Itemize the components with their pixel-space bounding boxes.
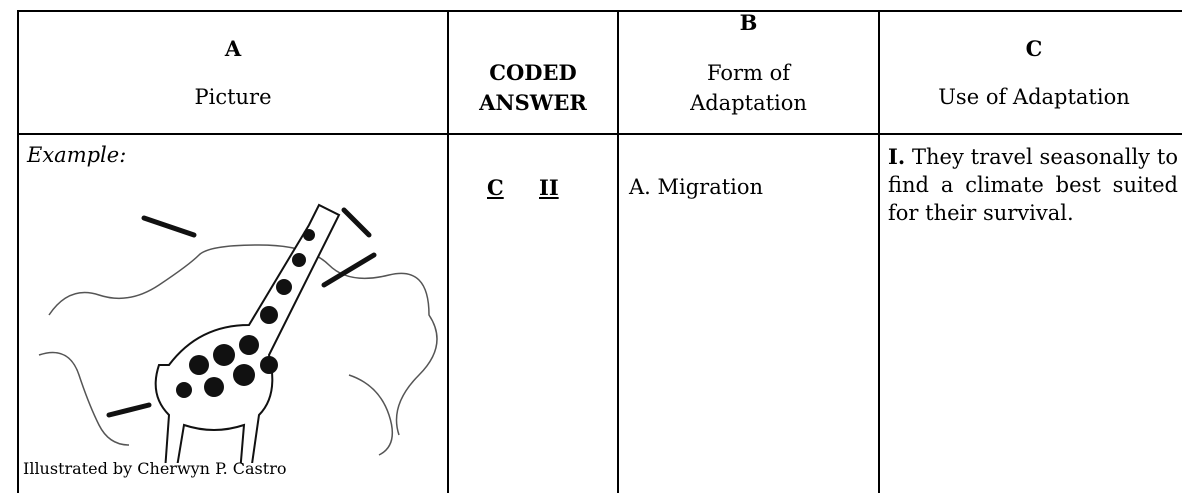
column-label: ANSWER bbox=[479, 90, 587, 115]
illustration-credit: Illustrated by Cherwyn P. Castro bbox=[23, 459, 287, 478]
header-cell: C Use of Adaptation bbox=[878, 10, 1182, 134]
example-label: Example: bbox=[27, 143, 127, 167]
form-cell: A. Migration bbox=[617, 133, 878, 493]
use-paragraph: I. They travel seasonally to find a clim… bbox=[888, 143, 1178, 227]
column-letter: B bbox=[739, 10, 758, 35]
form-text: A. Migration bbox=[629, 175, 764, 199]
use-text: They travel seasonally to find a climate… bbox=[888, 145, 1178, 225]
use-cell: I. They travel seasonally to find a clim… bbox=[878, 133, 1182, 493]
column-letter: A bbox=[224, 36, 242, 61]
column-letter: C bbox=[1025, 36, 1043, 61]
header-cell: A Picture bbox=[17, 10, 447, 134]
column-label: Picture bbox=[194, 85, 272, 109]
header-cell: CODED ANSWER bbox=[447, 10, 617, 134]
column-label: CODED bbox=[489, 60, 577, 85]
coded-letter: C bbox=[487, 175, 504, 200]
picture-cell: Example: Illustrated b bbox=[17, 133, 447, 493]
coded-numeral: II bbox=[539, 175, 559, 200]
column-label: Form of bbox=[706, 61, 791, 85]
header-cell: B Form of Adaptation bbox=[617, 10, 878, 134]
use-numeral: I. bbox=[888, 144, 906, 169]
giraffe-illustration bbox=[38, 203, 438, 463]
column-label: Use of Adaptation bbox=[938, 85, 1130, 109]
column-label: Adaptation bbox=[690, 91, 807, 115]
coded-answer-cell: C II bbox=[447, 133, 617, 493]
